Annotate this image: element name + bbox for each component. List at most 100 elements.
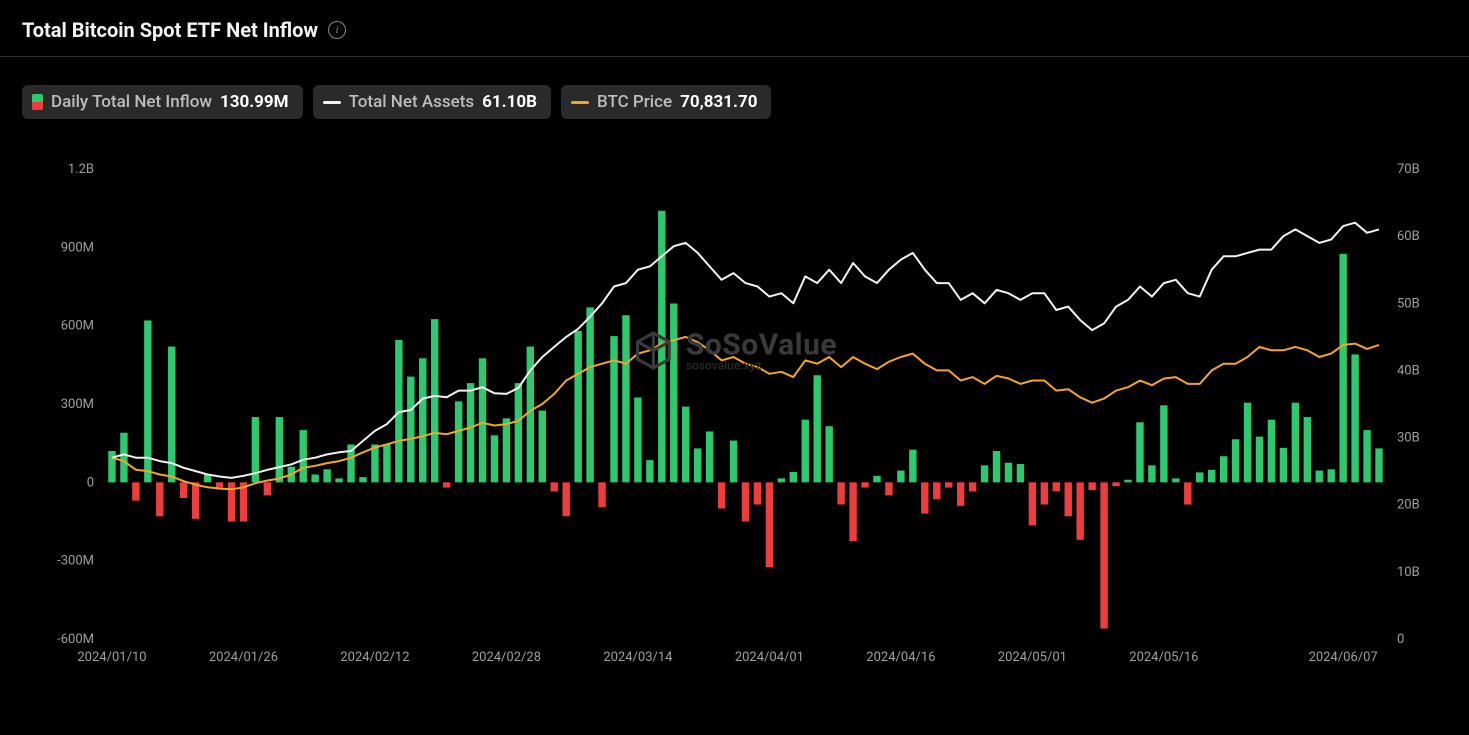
inflow-bar[interactable] [730,441,737,483]
inflow-bar[interactable] [849,482,856,541]
inflow-bar[interactable] [933,482,940,499]
inflow-bar[interactable] [431,319,438,482]
inflow-bar[interactable] [598,482,605,507]
inflow-bar[interactable] [503,418,510,482]
inflow-bar[interactable] [622,315,629,482]
inflow-bar[interactable] [646,460,653,482]
inflow-bar[interactable] [1256,437,1263,483]
inflow-bar[interactable] [766,482,773,567]
inflow-bar[interactable] [802,420,809,483]
legend-inflow[interactable]: Daily Total Net Inflow 130.99M [22,85,303,119]
inflow-bar[interactable] [1017,464,1024,482]
inflow-bar[interactable] [551,482,558,491]
inflow-bar[interactable] [1244,403,1251,483]
inflow-bar[interactable] [491,435,498,482]
inflow-bar[interactable] [479,358,486,482]
inflow-bar[interactable] [981,465,988,482]
inflow-bar[interactable] [957,482,964,506]
inflow-bar[interactable] [539,411,546,483]
inflow-bar[interactable] [897,471,904,483]
inflow-bar[interactable] [1316,471,1323,483]
inflow-bar[interactable] [742,482,749,521]
inflow-bar[interactable] [1136,422,1143,482]
inflow-bar[interactable] [1112,482,1119,486]
inflow-bar[interactable] [1232,439,1239,482]
inflow-bar[interactable] [1351,354,1358,482]
inflow-bar[interactable] [156,482,163,516]
inflow-bar[interactable] [443,482,450,487]
inflow-bar[interactable] [1375,448,1382,482]
inflow-bar[interactable] [1328,469,1335,482]
inflow-bar[interactable] [1053,482,1060,491]
inflow-bar[interactable] [718,482,725,508]
inflow-bar[interactable] [120,433,127,483]
info-icon[interactable]: i [328,21,346,39]
inflow-bar[interactable] [1363,430,1370,482]
inflow-bar[interactable] [323,469,330,482]
inflow-bar[interactable] [1005,463,1012,483]
inflow-bar[interactable] [658,211,665,483]
inflow-bar[interactable] [1041,482,1048,504]
inflow-bar[interactable] [407,377,414,483]
inflow-bar[interactable] [610,336,617,482]
inflow-bar[interactable] [574,331,581,482]
legend-assets[interactable]: Total Net Assets 61.10B [313,85,551,119]
inflow-bar[interactable] [1292,403,1299,483]
inflow-bar[interactable] [814,375,821,482]
legend-price[interactable]: BTC Price 70,831.70 [561,85,772,119]
inflow-bar[interactable] [180,482,187,498]
inflow-bar[interactable] [993,451,1000,482]
etf-chart[interactable]: -600M-300M0300M600M900M1.2B010B20B30B40B… [14,149,1455,679]
inflow-bar[interactable] [419,358,426,482]
inflow-bar[interactable] [216,482,223,487]
inflow-bar[interactable] [945,482,952,487]
inflow-bar[interactable] [335,478,342,482]
inflow-bar[interactable] [300,430,307,482]
inflow-bar[interactable] [861,482,868,487]
inflow-bar[interactable] [515,383,522,482]
inflow-bar[interactable] [1148,465,1155,482]
inflow-bar[interactable] [682,407,689,483]
inflow-bar[interactable] [1124,480,1131,483]
inflow-bar[interactable] [694,448,701,482]
inflow-bar[interactable] [1184,482,1191,504]
inflow-bar[interactable] [1100,482,1107,628]
inflow-bar[interactable] [359,477,366,482]
inflow-bar[interactable] [132,482,139,500]
inflow-bar[interactable] [455,401,462,482]
inflow-bar[interactable] [837,482,844,504]
inflow-bar[interactable] [1088,482,1095,490]
inflow-bar[interactable] [1208,470,1215,483]
inflow-bar[interactable] [1029,482,1036,525]
inflow-bar[interactable] [969,482,976,491]
inflow-bar[interactable] [467,383,474,482]
inflow-bar[interactable] [778,478,785,482]
inflow-bar[interactable] [586,307,593,482]
inflow-bar[interactable] [825,426,832,482]
inflow-bar[interactable] [634,397,641,482]
inflow-bar[interactable] [371,444,378,482]
inflow-bar[interactable] [562,482,569,516]
inflow-bar[interactable] [754,482,761,504]
inflow-bar[interactable] [1065,482,1072,516]
inflow-bar[interactable] [1172,478,1179,482]
inflow-bar[interactable] [311,475,318,483]
inflow-bar[interactable] [706,431,713,482]
inflow-bar[interactable] [383,444,390,482]
inflow-bar[interactable] [1220,456,1227,482]
inflow-bar[interactable] [1339,254,1346,482]
inflow-bar[interactable] [276,417,283,482]
inflow-bar[interactable] [921,482,928,513]
inflow-bar[interactable] [873,476,880,483]
inflow-bar[interactable] [1196,472,1203,482]
inflow-bar[interactable] [1268,420,1275,483]
inflow-bar[interactable] [790,472,797,482]
inflow-bar[interactable] [1076,482,1083,539]
inflow-bar[interactable] [670,303,677,482]
inflow-bar[interactable] [1304,417,1311,482]
inflow-bar[interactable] [1280,448,1287,482]
inflow-bar[interactable] [192,482,199,519]
inflow-bar[interactable] [909,450,916,483]
inflow-bar[interactable] [885,482,892,495]
inflow-bar[interactable] [108,451,115,482]
